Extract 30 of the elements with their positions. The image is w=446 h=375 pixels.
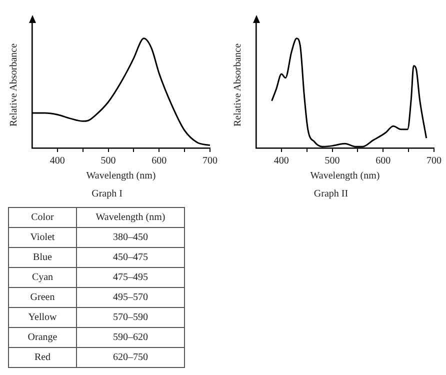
text: Green (8, 288, 76, 308)
text: 380–450 (76, 228, 184, 248)
text: Cyan (8, 268, 76, 288)
x-tick-label: 400 (50, 156, 65, 167)
text: 450–475 (76, 248, 184, 268)
x-tick-label: 700 (202, 156, 218, 167)
text: 620–750 (76, 348, 184, 368)
x-axis-title: Wavelength (nm) (310, 170, 380, 182)
text: Graph I (92, 188, 122, 200)
text: 590–620 (76, 328, 184, 348)
x-tick-label: 700 (426, 156, 442, 167)
y-axis-title: Relative Absorbance (232, 42, 244, 127)
x-tick-label: 500 (324, 156, 340, 167)
text: 495–570 (76, 288, 184, 308)
text: 475–495 (76, 268, 184, 288)
text: Wavelength (nm) (76, 208, 184, 228)
text: Orange (8, 328, 76, 348)
y-axis-title: Relative Absorbance (8, 42, 20, 127)
text: Color (8, 208, 76, 228)
text: Blue (8, 248, 76, 268)
text: 570–590 (76, 308, 184, 328)
x-tick-label: 600 (152, 156, 167, 167)
text: Violet (8, 228, 76, 248)
x-tick-label: 600 (376, 156, 391, 167)
x-tick-label: 500 (100, 156, 116, 167)
text: Graph II (314, 188, 348, 200)
x-axis-title: Wavelength (nm) (86, 170, 156, 182)
text: Red (8, 348, 76, 368)
text: Yellow (8, 308, 76, 328)
x-tick-label: 400 (274, 156, 289, 167)
